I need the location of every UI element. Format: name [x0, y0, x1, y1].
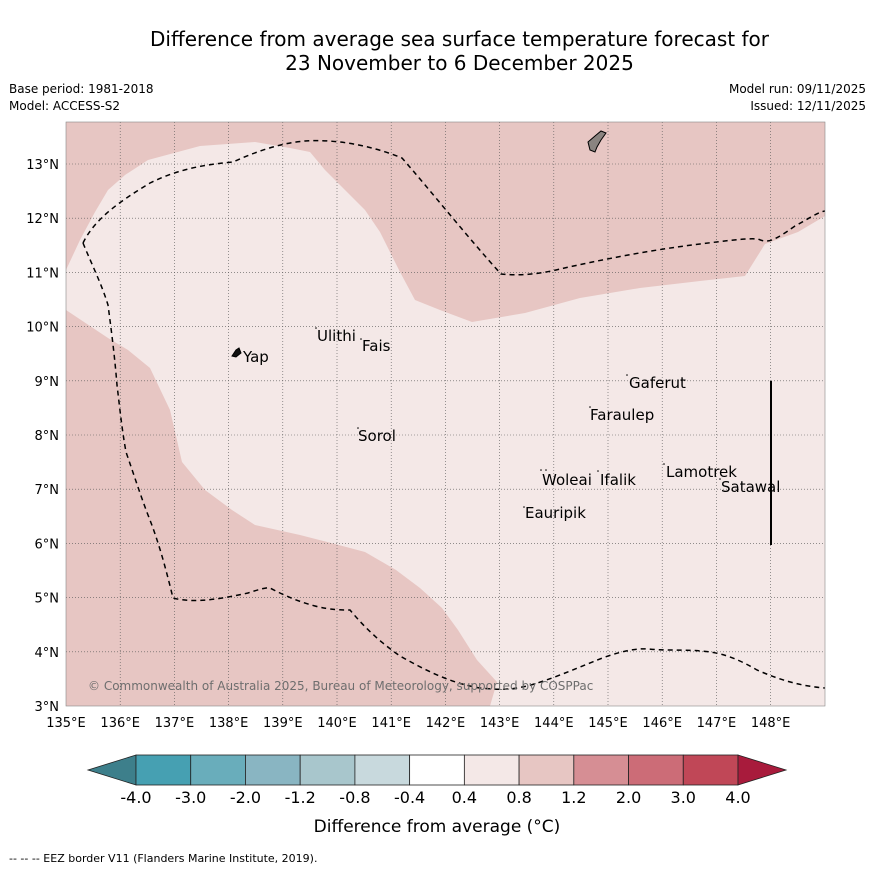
lon-tick-label: 142°E — [426, 716, 466, 731]
colorbar-bin — [518, 754, 575, 786]
lon-tick-label: 143°E — [480, 716, 520, 731]
place-label-faraulep: Faraulep — [590, 406, 654, 424]
place-labels: Ulithi Fais Yap Gaferut Faraulep Sorol L… — [242, 327, 780, 522]
colorbar-bin — [299, 754, 356, 786]
colorbar-tick-label: -1.2 — [285, 788, 316, 807]
colorbar-bin — [135, 754, 192, 786]
colorbar-bin — [628, 754, 684, 786]
lat-tick-label: 7°N — [35, 483, 60, 498]
chart-title: Difference from average sea surface temp… — [0, 27, 873, 75]
anomaly-zone-0-4-to-0-8 — [66, 142, 825, 706]
anomaly-zone-0-8-to-1-2 — [66, 122, 825, 706]
title-line-1: Difference from average sea surface temp… — [149, 27, 769, 51]
lon-tick-label: 137°E — [155, 716, 195, 731]
longitude-ticks: 135°E 136°E 137°E 138°E 139°E 140°E 141°E 142°E… — [46, 716, 790, 731]
colorbar-tick-label: -4.0 — [120, 788, 151, 807]
colorbar-tick-label: 2.0 — [616, 788, 641, 807]
place-label-satawal: Satawal — [721, 478, 780, 496]
colorbar-bin — [245, 754, 301, 786]
lat-tick-label: 6°N — [35, 537, 60, 552]
colorbar-bin — [354, 754, 411, 786]
lat-tick-label: 8°N — [35, 429, 60, 444]
lat-tick-label: 13°N — [26, 158, 59, 173]
issued-date: Issued: 12/11/2025 — [750, 99, 866, 113]
colorbar-extend-low — [86, 754, 137, 786]
place-label-fais: Fais — [362, 337, 391, 355]
place-label-woleai: Woleai — [542, 471, 592, 489]
colorbar-tick-label: -2.0 — [230, 788, 261, 807]
colorbar-bin — [190, 754, 246, 786]
place-label-gaferut: Gaferut — [629, 374, 686, 392]
lon-tick-label: 135°E — [46, 716, 86, 731]
map-frame — [65, 121, 826, 707]
lon-tick-label: 136°E — [100, 716, 140, 731]
lat-tick-label: 5°N — [35, 592, 60, 607]
place-label-sorol: Sorol — [358, 427, 396, 445]
latitude-ticks: 3°N 4°N 5°N 6°N 7°N 8°N 9°N 10°N 11°N 12°N 13°N — [26, 158, 59, 715]
lat-tick-label: 4°N — [35, 646, 60, 661]
lat-tick-label: 10°N — [26, 321, 59, 336]
lon-tick-label: 144°E — [534, 716, 574, 731]
place-label-ifalik: Ifalik — [600, 471, 636, 489]
meta-left: Base period: 1981-2018 Model: ACCESS-S2 — [9, 81, 154, 115]
place-label-yap: Yap — [242, 348, 269, 366]
lon-tick-label: 141°E — [371, 716, 411, 731]
eez-border — [82, 139, 825, 691]
lat-tick-label: 12°N — [26, 212, 59, 227]
colorbar-tick-label: 3.0 — [671, 788, 696, 807]
place-label-eauripik: Eauripik — [525, 504, 586, 522]
colorbar-tick-label: 0.8 — [506, 788, 531, 807]
colorbar-tick-label: -0.8 — [339, 788, 370, 807]
lat-tick-label: 3°N — [35, 700, 60, 715]
colorbar-tick-label: 1.2 — [561, 788, 586, 807]
place-label-lamotrek: Lamotrek — [666, 463, 737, 481]
eez-border-line-north — [82, 139, 825, 276]
colorbar-tick-label: 0.4 — [452, 788, 477, 807]
guam-land — [587, 130, 607, 153]
eez-border-line-main — [82, 242, 825, 691]
lon-tick-label: 148°E — [751, 716, 791, 731]
colorbar-bin — [463, 754, 520, 786]
graticule — [66, 122, 825, 706]
lon-tick-label: 147°E — [697, 716, 737, 731]
copyright-credit: © Commonwealth of Australia 2025, Bureau… — [88, 679, 593, 693]
lon-tick-label: 139°E — [263, 716, 303, 731]
model-name: Model: ACCESS-S2 — [9, 99, 121, 113]
colorbar-bin — [409, 754, 465, 786]
colorbar-bin — [573, 754, 629, 786]
model-run: Model run: 09/11/2025 — [728, 82, 866, 96]
lon-tick-label: 146°E — [642, 716, 682, 731]
lat-tick-label: 9°N — [35, 375, 60, 390]
colorbar-bin — [682, 754, 739, 786]
land-masses — [231, 130, 721, 508]
yap-land — [231, 347, 242, 358]
colorbar-tick-label: -0.4 — [394, 788, 425, 807]
eez-footnote: -- -- -- EEZ border V11 (Flanders Marine… — [9, 852, 318, 865]
title-line-2: 23 November to 6 December 2025 — [285, 51, 634, 75]
colorbar-label: Difference from average (°C) — [314, 817, 561, 837]
base-period: Base period: 1981-2018 — [9, 82, 154, 96]
colorbar-tick-label: -3.0 — [175, 788, 206, 807]
lon-tick-label: 140°E — [317, 716, 357, 731]
colorbar-extend-high — [737, 754, 788, 786]
lon-tick-label: 145°E — [588, 716, 628, 731]
meta-right: Model run: 09/11/2025 Issued: 12/11/2025 — [729, 81, 866, 115]
lat-tick-label: 11°N — [26, 266, 59, 281]
colorbar-tick-label: 4.0 — [725, 788, 750, 807]
place-label-ulithi: Ulithi — [317, 327, 356, 345]
lon-tick-label: 138°E — [209, 716, 249, 731]
colorbar: -4.0 -3.0 -2.0 -1.2 -0.8 -0.4 0.4 0.8 1.2 2.0 3.0 4… — [86, 754, 788, 807]
